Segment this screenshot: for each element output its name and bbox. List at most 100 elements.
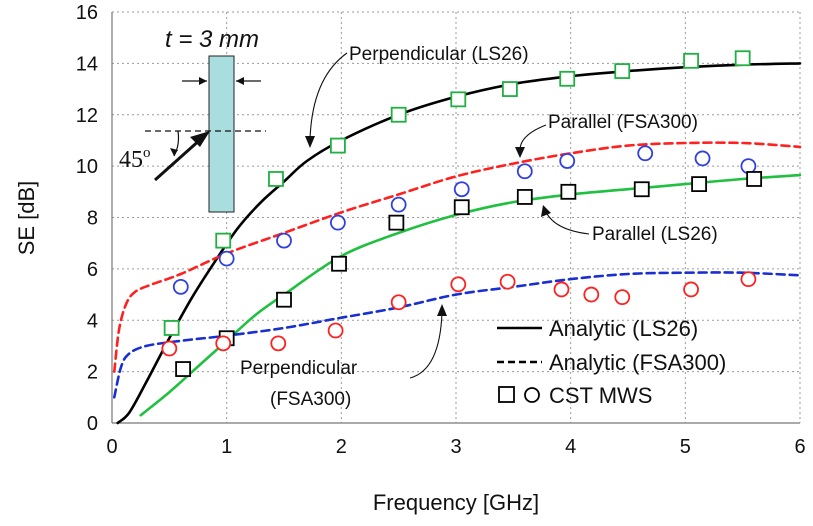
series-line-3 [113,271,802,399]
marker-0-1 [215,232,232,249]
annotation-par-fsa300-arrowhead [515,147,525,158]
marker-2-6 [516,189,533,205]
y-tick-label-6: 12 [76,105,98,127]
x-axis-title: Frequency [GHz] [373,490,539,515]
marker-1-6 [516,163,533,180]
annotation-par-ls26: Parallel (LS26) [592,224,718,245]
slab-rect [208,55,235,213]
cst-markers [161,50,763,377]
y-tick-label-2: 4 [87,310,98,332]
marker-2-5 [453,199,470,216]
y-tick-label-3: 6 [87,259,98,281]
annotation-par-fsa300: Parallel (FSA300) [548,112,698,133]
annotation-perp-ls26-leader [309,52,348,141]
y-tick-label-8: 16 [76,2,98,24]
marker-3-11 [740,271,757,288]
thickness-arrow-right-head [236,77,244,85]
thickness-symbol: t [165,26,173,53]
marker-0-4 [390,106,407,123]
marker-1-1 [218,250,235,267]
axes [111,12,800,424]
thickness-label: t = 3 mm [165,26,259,53]
marker-1-8 [637,145,654,162]
series-line-2 [139,173,802,417]
marker-3-7 [553,281,570,298]
marker-2-10 [746,171,763,187]
incidence-arrow [154,136,203,182]
marker-3-4 [390,294,407,311]
marker-3-5 [450,276,467,293]
marker-0-7 [559,70,576,87]
marker-2-4 [388,214,405,231]
marker-1-10 [740,158,757,175]
y-tick-label-1: 2 [87,362,98,384]
marker-3-0 [161,340,178,357]
annotation-perp-ls26-arrowhead [305,136,315,148]
annotation-perp-fsa300-leader [409,311,443,379]
marker-2-7 [560,183,577,200]
marker-0-3 [329,137,346,154]
legend-markers-label: CST MWS [549,383,652,408]
marker-2-8 [633,181,650,198]
legend-dashed-label: Analytic (FSA300) [549,350,726,375]
y-axis-title: SE [dB] [14,181,39,256]
marker-3-3 [327,322,344,339]
marker-3-9 [614,289,631,306]
annotation-perp-fsa300-arrowhead [437,304,447,316]
x-tick-label-4: 4 [565,436,576,458]
marker-1-7 [559,153,576,169]
legend-circle-swatch [524,387,540,403]
legend: Analytic (LS26) Analytic (FSA300) CST MW… [497,316,726,408]
y-tick-label-5: 10 [76,156,98,178]
marker-3-8 [583,286,600,303]
incidence-arrow-head [190,131,210,147]
marker-2-3 [331,255,347,272]
marker-0-5 [450,91,467,108]
marker-0-8 [614,63,631,79]
marker-0-6 [501,81,518,97]
x-tick-label-5: 5 [680,436,691,458]
marker-1-3 [329,214,346,231]
legend-square-swatch [498,386,515,403]
marker-3-1 [215,335,232,352]
x-tick-label-6: 6 [794,436,805,458]
marker-2-2 [276,291,292,308]
angle-unit: o [143,145,151,161]
angle-label: 45o [119,145,151,173]
y-tick-label-4: 8 [87,208,98,230]
angle-arc-head [170,148,178,156]
thickness-arrow-left-head [199,77,207,85]
x-tick-label-2: 2 [336,436,347,458]
slab-inset: t = 3 mm 45o [119,26,266,213]
marker-1-0 [172,278,189,295]
marker-3-10 [683,281,699,298]
x-tick-label-1: 1 [221,436,232,458]
marker-3-6 [499,273,516,290]
marker-1-5 [453,181,470,198]
angle-value: 45 [119,147,143,173]
y-tick-label-0: 0 [87,413,98,435]
curve-annotations: Perpendicular (LS26) Parallel (FSA300) P… [240,44,718,410]
x-tick-label-0: 0 [106,436,117,458]
marker-2-0 [175,361,191,377]
annotation-perp-fsa300-line1: Perpendicular [240,358,358,379]
marker-1-4 [390,196,407,213]
annotation-perp-fsa300-line2: (FSA300) [270,389,351,410]
marker-0-2 [268,171,284,187]
series-line-1 [113,141,802,373]
marker-0-0 [163,320,180,336]
marker-2-9 [691,176,707,193]
marker-1-2 [276,232,292,249]
annotation-perp-ls26: Perpendicular (LS26) [349,44,529,65]
y-tick-label-7: 14 [76,53,98,75]
marker-3-2 [270,335,287,352]
x-tick-label-3: 3 [450,436,461,458]
annotation-par-ls26-leader [545,211,590,235]
marker-0-9 [683,52,699,69]
legend-solid-label: Analytic (LS26) [549,316,698,341]
marker-0-10 [734,50,751,67]
annotation-par-fsa300-leader [519,124,547,151]
